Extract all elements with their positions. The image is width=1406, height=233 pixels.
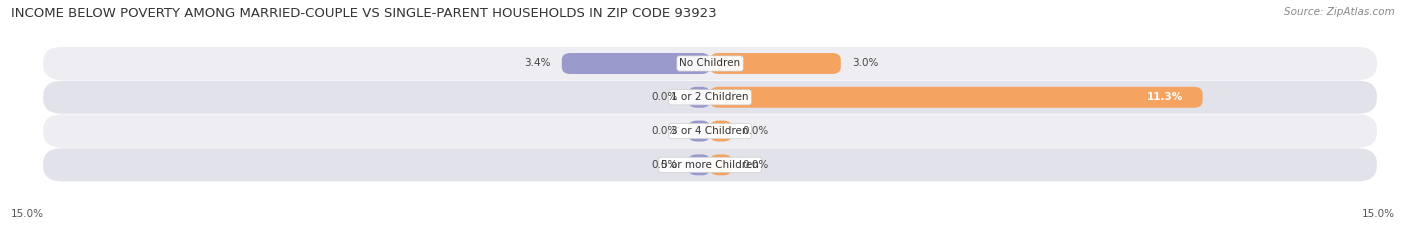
FancyBboxPatch shape [44,81,1376,114]
Text: 0.0%: 0.0% [651,126,678,136]
Text: Source: ZipAtlas.com: Source: ZipAtlas.com [1284,7,1395,17]
FancyBboxPatch shape [710,53,841,74]
Text: 3 or 4 Children: 3 or 4 Children [671,126,749,136]
Text: 0.0%: 0.0% [651,160,678,170]
FancyBboxPatch shape [562,53,710,74]
Text: 0.0%: 0.0% [742,160,769,170]
Text: 11.3%: 11.3% [1147,92,1182,102]
FancyBboxPatch shape [710,121,731,141]
FancyBboxPatch shape [689,154,710,175]
Text: 1 or 2 Children: 1 or 2 Children [671,92,749,102]
Text: INCOME BELOW POVERTY AMONG MARRIED-COUPLE VS SINGLE-PARENT HOUSEHOLDS IN ZIP COD: INCOME BELOW POVERTY AMONG MARRIED-COUPL… [11,7,717,20]
Text: No Children: No Children [679,58,741,69]
FancyBboxPatch shape [710,154,731,175]
FancyBboxPatch shape [689,87,710,108]
Text: 15.0%: 15.0% [1362,209,1395,219]
Text: 15.0%: 15.0% [11,209,44,219]
FancyBboxPatch shape [710,87,1202,108]
FancyBboxPatch shape [44,148,1376,182]
Text: 5 or more Children: 5 or more Children [661,160,759,170]
Text: 0.0%: 0.0% [742,126,769,136]
Text: 0.0%: 0.0% [651,92,678,102]
Text: 3.4%: 3.4% [524,58,551,69]
Text: 3.0%: 3.0% [852,58,879,69]
FancyBboxPatch shape [44,114,1376,148]
FancyBboxPatch shape [689,121,710,141]
FancyBboxPatch shape [44,47,1376,80]
